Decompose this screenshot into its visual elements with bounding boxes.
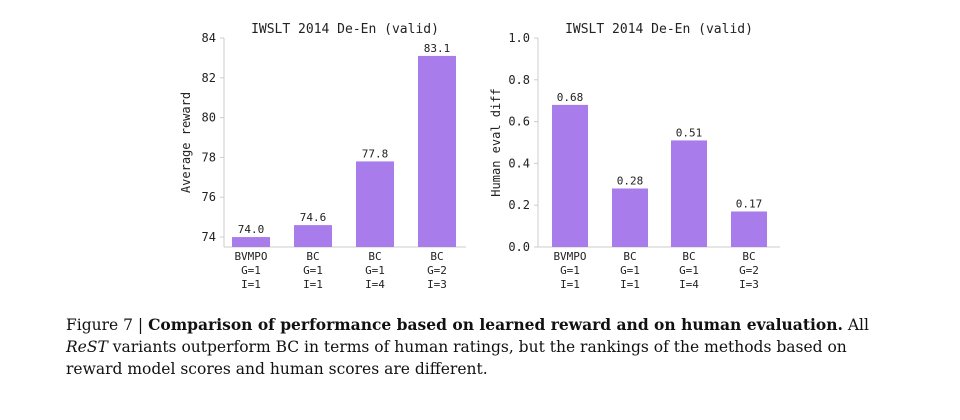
x-category-label: I=1 (241, 278, 261, 291)
x-category-label: G=1 (241, 264, 261, 277)
x-category-label: G=1 (620, 264, 640, 277)
y-tick-label: 0.8 (508, 73, 530, 87)
y-axis-label: Average reward (179, 92, 193, 193)
x-category-label: BC (430, 250, 443, 263)
x-category-label: I=1 (303, 278, 323, 291)
x-category-label: BC (368, 250, 381, 263)
bar-value-label: 0.68 (557, 91, 584, 104)
bar (232, 237, 270, 247)
reward-chart: 74 76 78 80 82 84 IWSLT 2014 De-En (valid) Aver… (179, 22, 466, 291)
x-category-label: BC (682, 250, 695, 263)
x-category-label: BC (742, 250, 755, 263)
x-category-label: I=3 (739, 278, 759, 291)
bar-value-label: 0.17 (736, 197, 763, 210)
x-category-label: G=2 (739, 264, 759, 277)
x-category-label: G=1 (365, 264, 385, 277)
bar (418, 55, 456, 247)
x-category-label: I=1 (560, 278, 580, 291)
x-category-label: G=2 (427, 264, 447, 277)
bar (671, 140, 707, 247)
y-tick-label: 0.4 (508, 156, 530, 170)
y-tick-label: 80 (202, 111, 216, 125)
bar-value-label: 0.51 (676, 126, 703, 139)
x-category-label: I=3 (427, 278, 447, 291)
y-tick-label: 0.2 (508, 198, 530, 212)
caption-rest-1: All (842, 316, 869, 334)
y-tick-label: 76 (202, 190, 216, 204)
bar-value-label: 77.8 (362, 147, 389, 160)
chart-title: IWSLT 2014 De-En (valid) (251, 22, 439, 37)
y-tick-label: 0.0 (508, 240, 530, 254)
y-tick-label: 82 (202, 71, 216, 85)
x-category-label: BC (306, 250, 319, 263)
bar-value-label: 74.6 (300, 211, 327, 224)
human-eval-chart: 0.0 0.2 0.4 0.6 0.8 1.0 IWSLT 2014 De-En (vali… (489, 22, 780, 291)
figure-caption: Figure 7 | Comparison of performance bas… (66, 314, 906, 380)
x-category-label: G=1 (679, 264, 699, 277)
y-tick-label: 84 (202, 31, 216, 45)
x-category-label: I=4 (365, 278, 385, 291)
bar-value-label: 0.28 (617, 174, 644, 187)
caption-italic: ReST (66, 338, 108, 356)
x-category-label: I=1 (620, 278, 640, 291)
caption-rest-2: variants outperform BC in terms of human… (66, 338, 847, 378)
y-tick-label: 74 (202, 230, 216, 244)
bar (552, 104, 588, 247)
y-tick-label: 1.0 (508, 31, 530, 45)
x-category-label: G=1 (560, 264, 580, 277)
caption-bold: Comparison of performance based on learn… (148, 315, 843, 334)
x-category-label: BVMPO (234, 250, 267, 263)
y-tick-label: 0.6 (508, 115, 530, 129)
bar (356, 161, 394, 247)
y-axis-label: Human eval diff (489, 88, 503, 196)
x-category-label: G=1 (303, 264, 323, 277)
x-category-label: BVMPO (553, 250, 586, 263)
bar (731, 211, 767, 247)
x-category-label: I=4 (679, 278, 699, 291)
bar-value-label: 83.1 (424, 42, 451, 55)
chart-title: IWSLT 2014 De-En (valid) (565, 22, 753, 37)
x-category-label: BC (623, 250, 636, 263)
y-tick-label: 78 (202, 150, 216, 164)
bar (612, 188, 648, 247)
bar-value-label: 74.0 (238, 223, 265, 236)
bar (294, 225, 332, 247)
caption-prefix: Figure 7 | (66, 316, 149, 334)
